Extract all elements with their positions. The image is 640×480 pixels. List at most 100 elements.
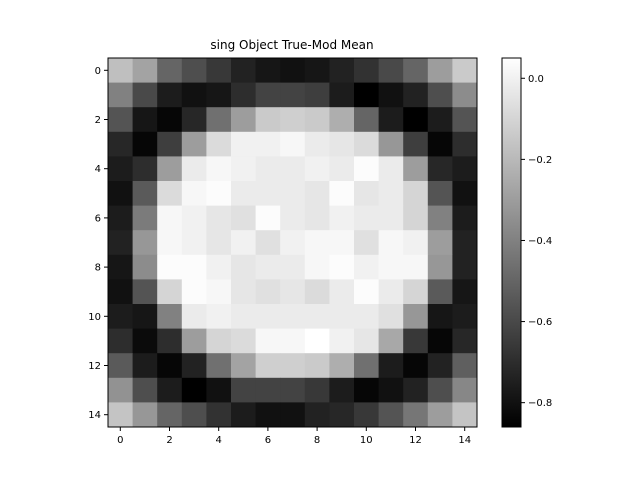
heatmap-cell	[157, 205, 183, 231]
heatmap-cell	[354, 353, 379, 379]
x-tick-label: 2	[166, 435, 172, 446]
heatmap-cell	[427, 181, 453, 206]
heatmap-cell	[255, 58, 281, 83]
heatmap-cell	[354, 205, 379, 231]
heatmap-cell	[354, 328, 379, 354]
heatmap-cell	[181, 181, 207, 206]
heatmap-cell	[108, 205, 133, 231]
heatmap-cell	[157, 82, 183, 108]
heatmap-cell	[452, 58, 478, 83]
heatmap-cell	[378, 377, 404, 403]
heatmap-cell	[403, 107, 429, 133]
heatmap-cell	[255, 205, 281, 231]
heatmap-cell	[354, 82, 379, 108]
heatmap-cell	[329, 328, 355, 354]
heatmap-cell	[206, 254, 232, 280]
heatmap-cell	[132, 304, 158, 329]
y-tick-label: 2	[95, 115, 101, 126]
x-tick-label: 10	[360, 435, 373, 446]
heatmap-cell	[452, 82, 478, 108]
heatmap-cell	[132, 156, 158, 182]
heatmap-cell	[280, 377, 306, 403]
heatmap-cell	[255, 156, 281, 182]
colorbar-ticks: 0.0 −0.2 −0.4 −0.6 −0.8	[521, 74, 552, 409]
heatmap-cell	[280, 58, 306, 83]
y-tick-label: 0	[95, 66, 101, 77]
heatmap-cell	[452, 156, 478, 182]
x-tick-label: 4	[216, 435, 222, 446]
heatmap-cell	[329, 254, 355, 280]
heatmap-cell	[108, 402, 133, 428]
heatmap-cell	[452, 353, 478, 379]
heatmap-cell	[329, 353, 355, 379]
colorbar-tick-label: 0.0	[528, 74, 544, 85]
heatmap-cell	[132, 402, 158, 428]
heatmap-cell	[427, 58, 453, 83]
heatmap-cell	[231, 58, 256, 83]
heatmap-cell	[354, 254, 379, 280]
heatmap-cell	[206, 328, 232, 354]
heatmap-cell	[378, 131, 404, 157]
heatmap-cell	[255, 82, 281, 108]
heatmap-cell	[157, 402, 183, 428]
heatmap-cell	[354, 230, 379, 256]
plot-frame	[107, 57, 478, 428]
heatmap-cell	[452, 377, 478, 403]
heatmap-cell	[157, 279, 183, 305]
heatmap-cell	[181, 205, 207, 231]
heatmap-cell	[132, 82, 158, 108]
heatmap-cell	[231, 205, 256, 231]
heatmap-cell	[329, 402, 355, 428]
heatmap-cell	[452, 402, 478, 428]
heatmap-cell	[206, 304, 232, 329]
heatmap-cell	[304, 377, 330, 403]
heatmap-cell	[378, 205, 404, 231]
heatmap-cell	[304, 156, 330, 182]
heatmap-cell	[427, 353, 453, 379]
y-tick-label: 10	[88, 312, 101, 323]
heatmap-cell	[354, 131, 379, 157]
heatmap-cell	[329, 181, 355, 206]
heatmap-cell	[108, 377, 133, 403]
heatmap-cell	[108, 353, 133, 379]
y-tick-label: 4	[95, 164, 101, 175]
heatmap-cell	[132, 254, 158, 280]
heatmap-cell	[452, 254, 478, 280]
heatmap-cell	[157, 131, 183, 157]
heatmap-cell	[231, 353, 256, 379]
heatmap-cell	[132, 230, 158, 256]
heatmap-cell	[132, 377, 158, 403]
heatmap-cell	[157, 304, 183, 329]
colorbar-tick-label: −0.8	[528, 398, 552, 409]
heatmap-cell	[231, 82, 256, 108]
heatmap-cell	[403, 254, 429, 280]
heatmap-cell	[452, 328, 478, 354]
heatmap-cell	[255, 254, 281, 280]
heatmap-cell	[206, 131, 232, 157]
heatmap-cell	[280, 328, 306, 354]
heatmap-cell	[304, 304, 330, 329]
x-tick-label: 6	[265, 435, 271, 446]
heatmap-cell	[181, 230, 207, 256]
heatmap-cell	[280, 279, 306, 305]
heatmap-cell	[403, 402, 429, 428]
x-tick-label: 0	[117, 435, 123, 446]
heatmap-cell	[231, 156, 256, 182]
heatmap-cell	[452, 279, 478, 305]
heatmap-cell	[255, 353, 281, 379]
heatmap-cell	[354, 181, 379, 206]
heatmap-cell	[452, 205, 478, 231]
heatmap-cell	[354, 304, 379, 329]
heatmap-cell	[452, 230, 478, 256]
heatmap-cell	[304, 230, 330, 256]
heatmap-cell	[108, 181, 133, 206]
heatmap-cell	[181, 254, 207, 280]
heatmap-cell	[378, 82, 404, 108]
heatmap-cell	[181, 82, 207, 108]
heatmap-cell	[108, 156, 133, 182]
y-tick-label: 8	[95, 263, 101, 274]
heatmap-cell	[427, 156, 453, 182]
heatmap-cell	[354, 156, 379, 182]
heatmap-cell	[231, 181, 256, 206]
